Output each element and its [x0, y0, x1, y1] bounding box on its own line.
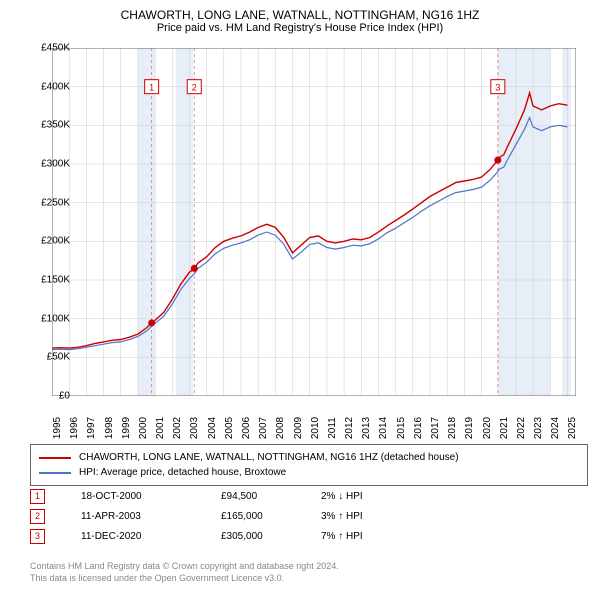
- svg-text:2: 2: [192, 83, 197, 93]
- x-tick-label: 2001: [155, 417, 166, 439]
- x-tick-label: 2011: [327, 417, 338, 439]
- chart-svg: 1 2 3: [52, 48, 576, 396]
- transaction-date: 11-APR-2003: [81, 511, 221, 522]
- transaction-row: 1 18-OCT-2000£94,5002% ↓ HPI: [30, 486, 421, 506]
- transaction-marker-icon: 2: [30, 509, 45, 524]
- x-tick-label: 2024: [550, 417, 561, 439]
- y-tick-label: £350K: [30, 120, 70, 131]
- x-tick-label: 2000: [138, 417, 149, 439]
- footer-attribution: Contains HM Land Registry data © Crown c…: [30, 560, 339, 584]
- chart-plot-area: 1 2 3: [52, 48, 576, 396]
- x-tick-label: 2012: [344, 417, 355, 439]
- transaction-diff: 2% ↓ HPI: [321, 491, 421, 502]
- x-tick-label: 2017: [430, 417, 441, 439]
- x-tick-label: 1997: [86, 417, 97, 439]
- transaction-date: 11-DEC-2020: [81, 531, 221, 542]
- x-tick-label: 2022: [516, 417, 527, 439]
- transaction-price: £94,500: [221, 491, 321, 502]
- transaction-marker-icon: 1: [30, 489, 45, 504]
- chart-container: CHAWORTH, LONG LANE, WATNALL, NOTTINGHAM…: [0, 0, 600, 590]
- legend-line-swatch: [39, 472, 71, 474]
- x-tick-label: 2019: [464, 417, 475, 439]
- x-tick-label: 2007: [258, 417, 269, 439]
- legend: CHAWORTH, LONG LANE, WATNALL, NOTTINGHAM…: [30, 444, 588, 486]
- legend-item: HPI: Average price, detached house, Brox…: [39, 465, 579, 480]
- y-tick-label: £150K: [30, 275, 70, 286]
- x-tick-label: 2025: [567, 417, 578, 439]
- y-tick-label: £450K: [30, 43, 70, 54]
- y-tick-label: £400K: [30, 81, 70, 92]
- x-tick-label: 2010: [310, 417, 321, 439]
- legend-label: HPI: Average price, detached house, Brox…: [79, 465, 286, 480]
- legend-label: CHAWORTH, LONG LANE, WATNALL, NOTTINGHAM…: [79, 450, 459, 465]
- x-tick-label: 2006: [241, 417, 252, 439]
- x-tick-label: 2013: [361, 417, 372, 439]
- x-tick-label: 2003: [189, 417, 200, 439]
- x-tick-label: 1999: [121, 417, 132, 439]
- x-tick-label: 1996: [69, 417, 80, 439]
- transaction-row: 3 11-DEC-2020£305,0007% ↑ HPI: [30, 526, 421, 546]
- x-axis-labels: 1995 1996 1997 1998 1999 2000 2001 2002 2003 2004…: [52, 400, 576, 444]
- transaction-row: 2 11-APR-2003£165,0003% ↑ HPI: [30, 506, 421, 526]
- transaction-diff: 7% ↑ HPI: [321, 531, 421, 542]
- x-tick-label: 2008: [275, 417, 286, 439]
- footer-line-2: This data is licensed under the Open Gov…: [30, 572, 339, 584]
- y-tick-label: £50K: [30, 352, 70, 363]
- chart-subtitle: Price paid vs. HM Land Registry's House …: [0, 22, 600, 34]
- x-tick-label: 2004: [207, 417, 218, 439]
- legend-item: CHAWORTH, LONG LANE, WATNALL, NOTTINGHAM…: [39, 450, 579, 465]
- y-tick-label: £300K: [30, 159, 70, 170]
- x-tick-label: 2023: [533, 417, 544, 439]
- x-tick-label: 2020: [482, 417, 493, 439]
- x-tick-label: 1998: [104, 417, 115, 439]
- x-tick-label: 2002: [172, 417, 183, 439]
- y-tick-label: £100K: [30, 313, 70, 324]
- y-tick-label: £250K: [30, 197, 70, 208]
- transaction-table: 1 18-OCT-2000£94,5002% ↓ HPI 2 11-APR-2003£…: [30, 486, 421, 546]
- transaction-price: £165,000: [221, 511, 321, 522]
- x-tick-label: 2021: [499, 417, 510, 439]
- transaction-price: £305,000: [221, 531, 321, 542]
- x-tick-label: 2016: [413, 417, 424, 439]
- x-tick-label: 1995: [52, 417, 63, 439]
- chart-title: CHAWORTH, LONG LANE, WATNALL, NOTTINGHAM…: [0, 0, 600, 22]
- x-tick-label: 2018: [447, 417, 458, 439]
- footer-line-1: Contains HM Land Registry data © Crown c…: [30, 560, 339, 572]
- transaction-marker-icon: 3: [30, 529, 45, 544]
- legend-line-swatch: [39, 457, 71, 459]
- svg-text:1: 1: [149, 83, 154, 93]
- transaction-date: 18-OCT-2000: [81, 491, 221, 502]
- x-tick-label: 2009: [293, 417, 304, 439]
- svg-text:3: 3: [495, 83, 500, 93]
- transaction-diff: 3% ↑ HPI: [321, 511, 421, 522]
- x-tick-label: 2015: [396, 417, 407, 439]
- x-tick-label: 2005: [224, 417, 235, 439]
- y-tick-label: £200K: [30, 236, 70, 247]
- x-tick-label: 2014: [378, 417, 389, 439]
